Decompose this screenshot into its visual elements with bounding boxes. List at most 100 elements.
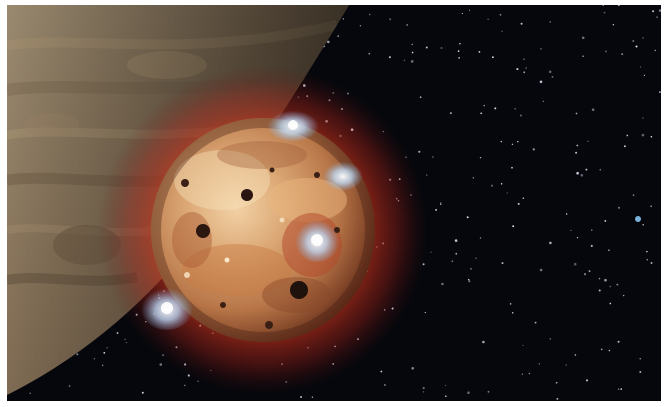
star bbox=[517, 202, 520, 205]
star bbox=[623, 294, 625, 297]
star bbox=[618, 206, 620, 209]
star bbox=[549, 21, 552, 23]
star bbox=[500, 140, 503, 143]
star bbox=[467, 391, 470, 395]
star bbox=[608, 349, 611, 352]
star bbox=[540, 48, 542, 50]
star bbox=[454, 239, 458, 242]
star bbox=[650, 262, 653, 264]
star bbox=[478, 50, 481, 53]
star bbox=[411, 51, 414, 54]
star bbox=[642, 117, 644, 119]
star bbox=[342, 18, 345, 20]
star bbox=[581, 36, 585, 40]
star bbox=[604, 219, 607, 222]
star bbox=[566, 213, 568, 215]
star bbox=[411, 367, 415, 370]
star bbox=[632, 40, 635, 42]
star bbox=[522, 197, 525, 200]
star bbox=[520, 22, 523, 25]
star bbox=[479, 237, 482, 239]
star bbox=[426, 174, 428, 176]
star bbox=[591, 108, 595, 111]
star bbox=[617, 388, 620, 390]
star bbox=[574, 354, 577, 356]
star bbox=[519, 114, 522, 117]
star bbox=[451, 260, 454, 262]
star bbox=[548, 70, 552, 74]
star bbox=[576, 171, 579, 175]
star bbox=[467, 278, 470, 281]
star bbox=[337, 35, 340, 37]
star bbox=[470, 268, 472, 270]
star bbox=[479, 157, 482, 159]
star bbox=[501, 30, 503, 33]
star bbox=[642, 37, 644, 39]
star bbox=[623, 145, 626, 148]
star bbox=[632, 194, 635, 196]
star bbox=[639, 358, 641, 360]
star bbox=[184, 384, 186, 387]
star bbox=[599, 168, 602, 171]
star bbox=[475, 257, 477, 259]
star bbox=[411, 43, 413, 46]
star bbox=[422, 391, 425, 393]
star bbox=[500, 183, 503, 185]
star bbox=[525, 67, 527, 69]
star bbox=[555, 381, 558, 384]
distant-blue-star bbox=[635, 216, 641, 222]
star bbox=[517, 140, 519, 143]
star bbox=[124, 338, 126, 340]
star bbox=[506, 192, 508, 194]
star bbox=[368, 13, 371, 16]
star bbox=[440, 202, 442, 204]
star bbox=[521, 373, 524, 375]
star bbox=[607, 249, 610, 252]
star bbox=[101, 364, 104, 367]
star bbox=[598, 289, 601, 292]
star bbox=[432, 156, 434, 158]
star bbox=[652, 10, 655, 13]
star bbox=[29, 392, 31, 395]
star bbox=[455, 253, 457, 255]
star bbox=[549, 338, 552, 340]
star bbox=[600, 348, 603, 351]
star bbox=[487, 18, 489, 20]
star bbox=[509, 303, 512, 305]
star bbox=[588, 270, 591, 273]
star bbox=[125, 341, 128, 344]
star bbox=[425, 46, 428, 49]
star bbox=[383, 383, 386, 387]
star bbox=[641, 133, 645, 137]
star bbox=[539, 80, 543, 84]
star bbox=[576, 236, 579, 239]
star bbox=[68, 385, 71, 387]
star bbox=[598, 277, 601, 280]
star bbox=[522, 344, 524, 347]
star bbox=[620, 388, 623, 390]
star bbox=[534, 321, 537, 324]
star bbox=[556, 397, 559, 400]
star bbox=[650, 135, 653, 138]
star bbox=[311, 396, 314, 398]
star bbox=[565, 364, 567, 366]
star bbox=[617, 340, 620, 343]
volcanic-plumes bbox=[141, 109, 363, 330]
star bbox=[368, 52, 371, 55]
star bbox=[656, 16, 658, 18]
star bbox=[616, 283, 619, 286]
star bbox=[609, 302, 612, 305]
star bbox=[602, 5, 604, 7]
star bbox=[327, 40, 330, 44]
star bbox=[523, 71, 526, 74]
star bbox=[430, 251, 432, 253]
star bbox=[575, 112, 578, 115]
star bbox=[570, 229, 572, 232]
star bbox=[612, 24, 615, 26]
star bbox=[487, 390, 490, 393]
star bbox=[604, 50, 607, 53]
star bbox=[639, 66, 642, 68]
star bbox=[490, 184, 494, 187]
plume-upper-right bbox=[323, 160, 363, 190]
star bbox=[659, 91, 661, 93]
